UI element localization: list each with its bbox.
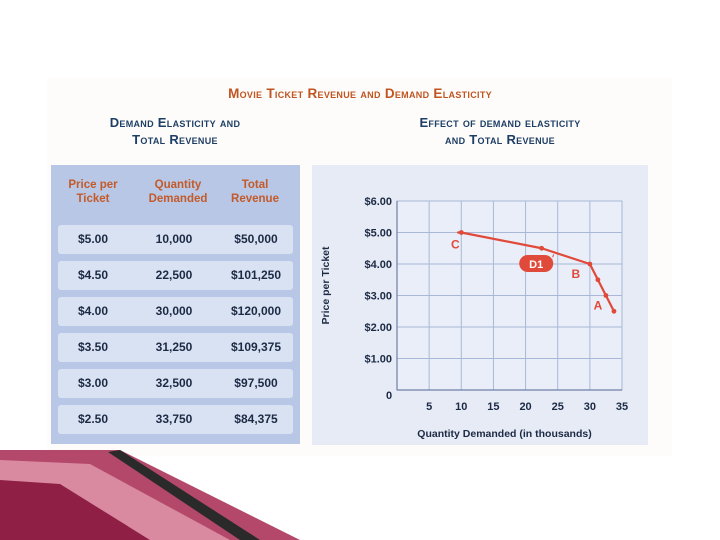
price-cell: $4.50 bbox=[77, 268, 109, 282]
quantity-cell: 30,000 bbox=[155, 304, 193, 318]
header-price-line-2: Ticket bbox=[76, 193, 110, 205]
y-tick-label: $3.00 bbox=[364, 291, 392, 303]
x-tick-label: 35 bbox=[616, 401, 628, 413]
revenue-cell: $97,500 bbox=[234, 376, 278, 390]
graph-title-line-1: Effect of demand elasticity bbox=[419, 115, 581, 130]
x-tick-label: 25 bbox=[552, 401, 564, 413]
y-tick-label: $6.00 bbox=[364, 196, 392, 208]
header-quantity-line-2: Demanded bbox=[148, 193, 208, 205]
demand-graph: $1.00 $2.00 $3.00 $4.00 $5.00 $6.00 0 5 10 15 20 25… bbox=[312, 165, 648, 445]
header-quantity: Quantity Demanded bbox=[133, 178, 223, 206]
header-revenue-line-2: Revenue bbox=[231, 193, 279, 205]
price-cell: $5.00 bbox=[77, 232, 109, 246]
point-label: B bbox=[572, 267, 581, 281]
revenue-cell: $109,375 bbox=[230, 340, 282, 354]
quantity-cell: 33,750 bbox=[155, 412, 193, 426]
demand-chart-svg: $1.00 $2.00 $3.00 $4.00 $5.00 $6.00 0 5 10 15 20 25… bbox=[320, 196, 628, 440]
decor-stripe bbox=[0, 480, 150, 540]
price-cell: $3.50 bbox=[77, 340, 109, 354]
price-cell: $2.50 bbox=[77, 412, 109, 426]
revenue-table: Price per Ticket Quantity Demanded Total… bbox=[51, 165, 300, 444]
x-tick-label: 10 bbox=[455, 401, 467, 413]
corner-decoration bbox=[0, 450, 300, 540]
header-quantity-line-1: Quantity bbox=[154, 179, 202, 191]
table-row: $2.50 33,750 $84,375 bbox=[58, 405, 293, 434]
table-row: $4.50 22,500 $101,250 bbox=[58, 261, 293, 290]
price-cell: $3.00 bbox=[77, 376, 109, 390]
data-point bbox=[458, 230, 464, 235]
y-axis-label: Price per Ticket bbox=[320, 246, 332, 325]
table-row: $5.00 10,000 $50,000 bbox=[58, 225, 293, 254]
quantity-cell: 31,250 bbox=[155, 340, 193, 354]
table-title-line-2: Total Revenue bbox=[132, 132, 218, 147]
y-tick-label: $5.00 bbox=[364, 228, 392, 240]
revenue-cell: $101,250 bbox=[230, 268, 282, 282]
y-tick-label: $4.00 bbox=[364, 259, 392, 271]
quantity-cell: 32,500 bbox=[155, 376, 193, 390]
table-row: $3.50 31,250 $109,375 bbox=[58, 333, 293, 362]
y-tick-label: $1.00 bbox=[364, 354, 392, 366]
table-row: $4.00 30,000 $120,000 bbox=[58, 297, 293, 326]
price-cell: $4.00 bbox=[77, 304, 109, 318]
graph-title: Effect of demand elasticity and Total Re… bbox=[360, 114, 640, 148]
revenue-cell: $50,000 bbox=[234, 232, 278, 246]
data-point bbox=[611, 308, 617, 314]
x-tick-label: 20 bbox=[519, 401, 531, 413]
header-price-line-1: Price per bbox=[68, 179, 118, 191]
table-title: Demand Elasticity and Total Revenue bbox=[60, 114, 290, 148]
quantity-cell: 10,000 bbox=[155, 232, 193, 246]
x-tick-label: 5 bbox=[426, 401, 432, 413]
graph-title-line-2: and Total Revenue bbox=[445, 132, 555, 147]
header-price: Price per Ticket bbox=[58, 178, 128, 206]
header-revenue: Total Revenue bbox=[217, 178, 293, 206]
header-revenue-line-1: Total bbox=[241, 179, 269, 191]
point-label: A bbox=[594, 299, 603, 313]
main-title: Movie Ticket Revenue and Demand Elastici… bbox=[228, 86, 492, 101]
x-axis-label: Quantity Demanded (in thousands) bbox=[417, 428, 591, 440]
curve-label: D1 bbox=[529, 259, 543, 271]
x-tick-label: 15 bbox=[487, 401, 499, 413]
revenue-cell: $84,375 bbox=[234, 412, 278, 426]
table-title-line-1: Demand Elasticity and bbox=[109, 115, 241, 130]
quantity-cell: 22,500 bbox=[155, 268, 193, 282]
data-point bbox=[603, 293, 609, 298]
data-point bbox=[587, 261, 593, 267]
x-tick-label: 0 bbox=[386, 390, 392, 402]
point-label: C bbox=[451, 238, 460, 252]
table-row: $3.00 32,500 $97,500 bbox=[58, 369, 293, 398]
data-point bbox=[539, 245, 545, 251]
data-point bbox=[595, 277, 601, 283]
x-tick-label: 30 bbox=[584, 401, 596, 413]
decor-stripe bbox=[108, 450, 260, 540]
y-tick-label: $2.00 bbox=[364, 322, 392, 334]
revenue-cell: $120,000 bbox=[230, 304, 282, 318]
curve-label-pill bbox=[519, 255, 554, 272]
